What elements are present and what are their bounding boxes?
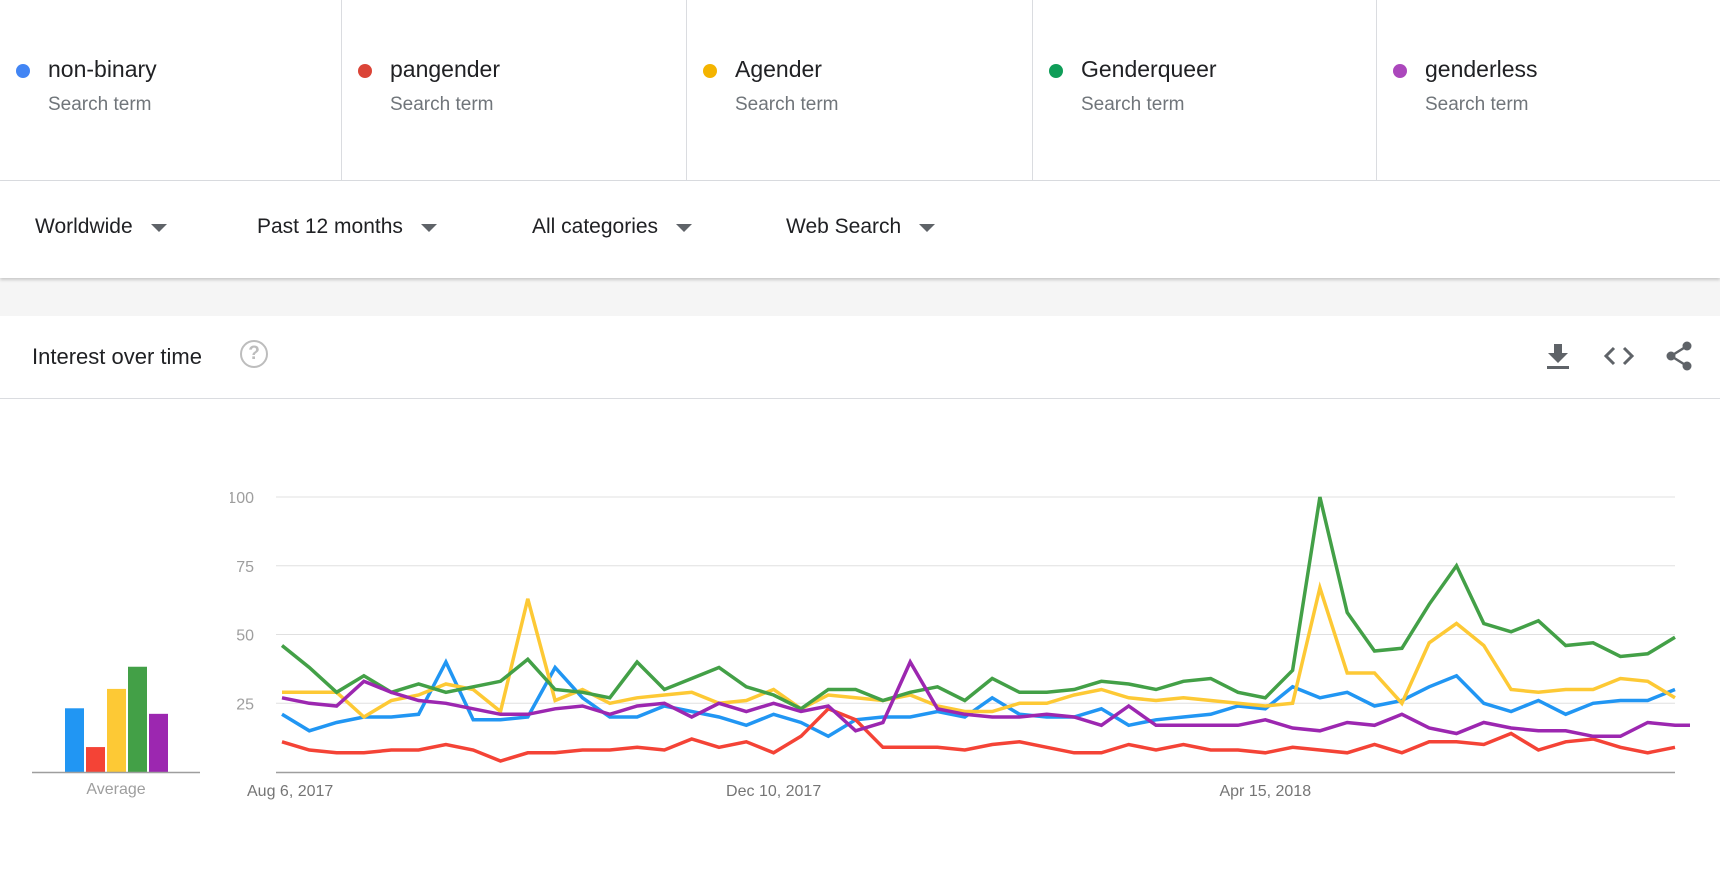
term-color-dot <box>1393 64 1407 78</box>
y-tick-label: 75 <box>236 559 254 576</box>
region-dropdown[interactable]: Worldwide <box>35 215 167 239</box>
series-line-genderless <box>281 658 1690 739</box>
search-term-card[interactable]: non-binary Search term <box>0 0 342 180</box>
y-tick-label: 100 <box>230 490 254 507</box>
average-bar <box>128 666 147 772</box>
x-tick-label: Apr 15, 2018 <box>1219 783 1311 800</box>
search-term-card[interactable]: pangender Search term <box>342 0 687 180</box>
region-label: Worldwide <box>35 215 133 238</box>
chevron-down-icon <box>676 224 693 232</box>
series-line-agender <box>282 581 1676 720</box>
help-circle-icon[interactable]: ? <box>240 340 268 368</box>
search-term-card[interactable]: Genderqueer Search term <box>1033 0 1377 180</box>
term-kind: Search term <box>390 94 494 115</box>
share-icon[interactable] <box>1661 338 1697 374</box>
term-kind: Search term <box>1081 94 1185 115</box>
filters-bar: Worldwide Past 12 months All categories … <box>0 181 1720 278</box>
term-kind: Search term <box>48 94 152 115</box>
average-bar <box>86 747 105 772</box>
card-title: Interest over time <box>32 344 202 369</box>
x-tick-label: Dec 10, 2017 <box>726 783 821 800</box>
average-bar <box>149 713 168 772</box>
search-type-label: Web Search <box>786 215 902 238</box>
chevron-down-icon <box>919 224 936 232</box>
term-kind: Search term <box>735 94 839 115</box>
search-term-card[interactable]: Agender Search term <box>687 0 1033 180</box>
term-name[interactable]: Agender <box>735 56 822 82</box>
category-dropdown[interactable]: All categories <box>532 215 693 239</box>
term-kind: Search term <box>1425 94 1529 115</box>
interest-over-time-header: Interest over time ? <box>0 316 1720 399</box>
x-tick-label: Aug 6, 2017 <box>247 783 333 800</box>
interest-line-chart: 25 50 75 100 Aug 6, 2017 Dec 10, 2017 Apr 15, … <box>230 490 1690 800</box>
y-tick-label: 25 <box>236 696 254 713</box>
series-line-genderqueer <box>280 496 1676 711</box>
series-line-pangender <box>281 706 1676 763</box>
period-dropdown[interactable]: Past 12 months <box>257 215 437 239</box>
search-type-dropdown[interactable]: Web Search <box>786 215 936 239</box>
term-color-dot <box>358 64 372 78</box>
search-terms-bar: non-binary Search term pangender Search … <box>0 0 1720 181</box>
embed-code-icon[interactable] <box>1601 338 1637 374</box>
term-name[interactable]: Genderqueer <box>1081 56 1217 82</box>
term-name[interactable]: genderless <box>1425 56 1538 82</box>
category-label: All categories <box>532 215 659 238</box>
term-name[interactable]: non-binary <box>48 56 157 82</box>
average-label: Average <box>86 781 145 798</box>
average-bar <box>65 708 84 772</box>
average-bar-chart: Average <box>32 666 200 798</box>
download-icon[interactable] <box>1540 338 1576 374</box>
term-name[interactable]: pangender <box>390 56 500 82</box>
period-label: Past 12 months <box>257 215 403 238</box>
chevron-down-icon <box>150 224 167 232</box>
term-color-dot <box>16 64 30 78</box>
y-tick-label: 50 <box>236 628 254 645</box>
average-bar <box>107 688 126 772</box>
term-color-dot <box>703 64 717 78</box>
section-divider <box>0 278 1720 316</box>
term-color-dot <box>1049 64 1063 78</box>
series-line-non-binary <box>281 658 1676 739</box>
search-term-card[interactable]: genderless Search term <box>1377 0 1720 180</box>
chevron-down-icon <box>420 224 437 232</box>
